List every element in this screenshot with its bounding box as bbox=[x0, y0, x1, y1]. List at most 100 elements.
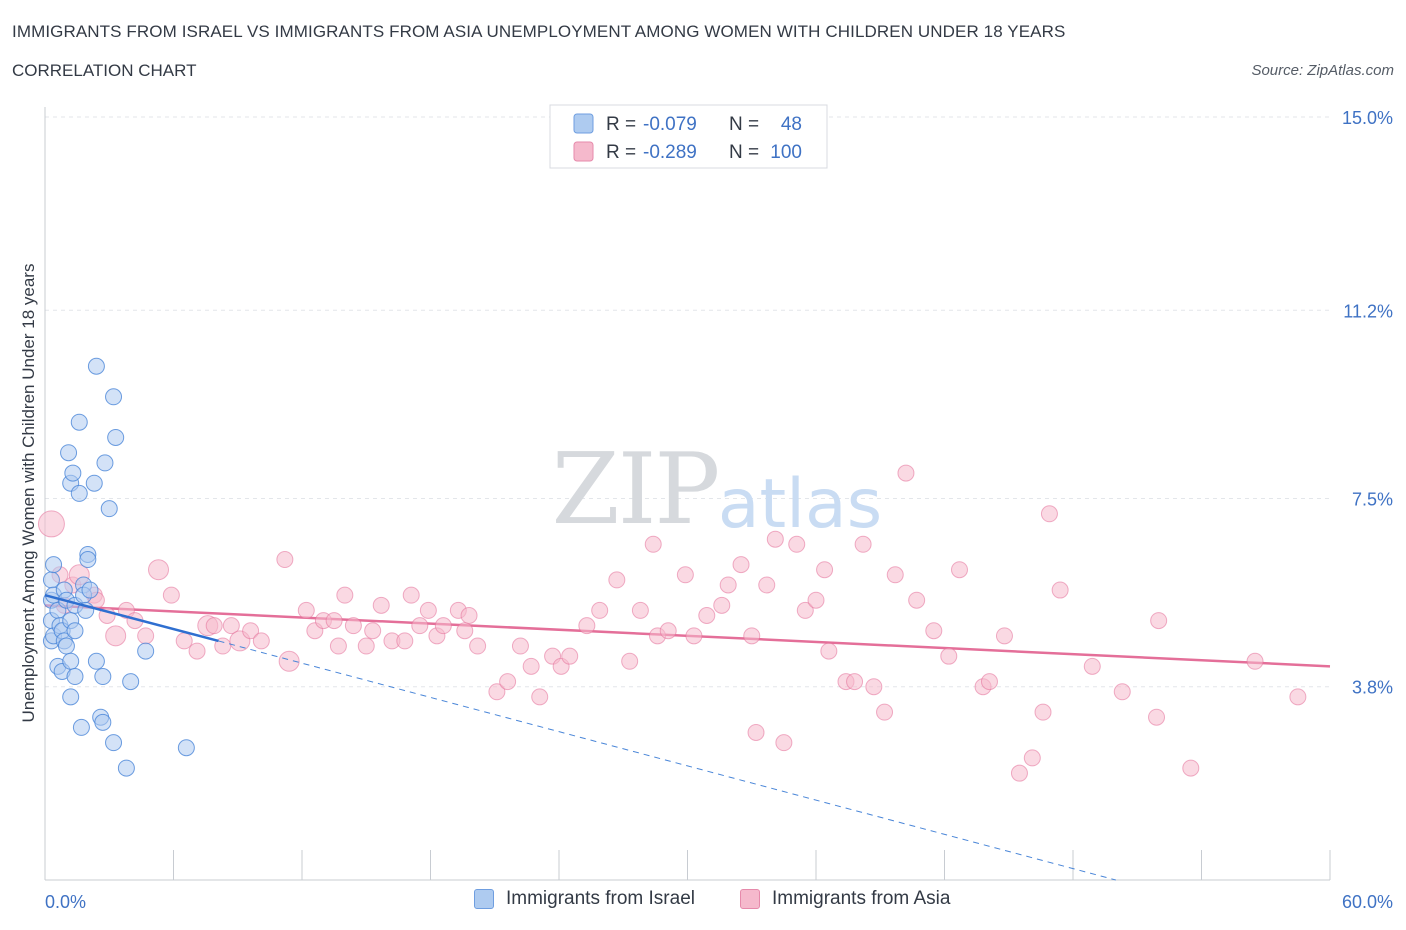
point-israel-40 bbox=[96, 454, 114, 472]
y-tick-label-1: 7.5% bbox=[1352, 490, 1393, 510]
point-asia-80 bbox=[854, 535, 872, 553]
trend-line-israel-extension bbox=[218, 640, 1116, 881]
point-israel-20 bbox=[62, 688, 80, 706]
point-israel-46 bbox=[122, 673, 140, 691]
legend-swatch-asia bbox=[573, 141, 594, 162]
point-asia-38 bbox=[411, 617, 429, 635]
point-asia-87 bbox=[940, 647, 958, 665]
legend-n-label-asia: N = bbox=[729, 142, 759, 163]
y-tick-labels: 3.8% 7.5% 11.2% 15.0% bbox=[1342, 108, 1393, 698]
point-israel-35 bbox=[87, 652, 105, 670]
point-asia-70 bbox=[758, 576, 776, 594]
point-asia-64 bbox=[698, 606, 716, 624]
point-asia-76 bbox=[816, 561, 834, 579]
y-axis-label: Unemployment Among Women with Children U… bbox=[19, 264, 38, 723]
point-asia-68 bbox=[743, 627, 761, 645]
chart-subtitle: CORRELATION CHART bbox=[12, 61, 197, 80]
point-asia-73 bbox=[788, 535, 806, 553]
point-israel-33 bbox=[81, 581, 99, 599]
point-israel-23 bbox=[66, 668, 84, 686]
point-asia-34 bbox=[372, 596, 390, 614]
point-asia-57 bbox=[621, 652, 639, 670]
point-asia-22 bbox=[252, 632, 270, 650]
point-israel-45 bbox=[117, 759, 135, 777]
point-asia-95 bbox=[1040, 505, 1058, 523]
legend-box bbox=[549, 104, 828, 169]
point-asia-91 bbox=[995, 627, 1013, 645]
point-asia-47 bbox=[499, 673, 517, 691]
point-asia-85 bbox=[908, 591, 926, 609]
point-israel-42 bbox=[105, 388, 123, 406]
series-legend-israel: Immigrants from Israel bbox=[474, 888, 695, 910]
x-tick-label-1: 60.0% bbox=[1342, 892, 1393, 912]
point-asia-61 bbox=[659, 622, 677, 640]
point-asia-59 bbox=[644, 535, 662, 553]
point-asia-62 bbox=[676, 566, 694, 584]
point-israel-15 bbox=[57, 637, 75, 655]
point-asia-83 bbox=[886, 566, 904, 584]
point-asia-25 bbox=[297, 601, 315, 619]
trend-israel bbox=[44, 593, 1116, 881]
series-legend: Immigrants from Israel Immigrants from A… bbox=[0, 888, 1406, 918]
point-asia-71 bbox=[766, 530, 784, 548]
point-asia-46 bbox=[488, 683, 506, 701]
point-asia-69 bbox=[747, 723, 765, 741]
point-asia-54 bbox=[578, 617, 596, 635]
point-asia-41 bbox=[434, 617, 452, 635]
point-asia-79 bbox=[846, 673, 864, 691]
point-israel-44 bbox=[107, 428, 125, 446]
watermark: ZIP atlas bbox=[552, 433, 883, 547]
point-asia-98 bbox=[1113, 683, 1131, 701]
point-asia-63 bbox=[685, 627, 703, 645]
point-asia-103 bbox=[1289, 688, 1307, 706]
point-asia-101 bbox=[1182, 759, 1200, 777]
point-israel-43 bbox=[105, 734, 123, 752]
point-israel-24 bbox=[66, 622, 84, 640]
point-asia-99 bbox=[1148, 708, 1166, 726]
y-tick-label-2: 11.2% bbox=[1343, 301, 1393, 321]
point-asia-93 bbox=[1023, 749, 1041, 767]
stats-legend: R = -0.079 N = 48 R = -0.289 N = 100 bbox=[549, 104, 828, 169]
point-asia-86 bbox=[925, 622, 943, 640]
point-asia-58 bbox=[631, 601, 649, 619]
point-asia-39 bbox=[419, 601, 437, 619]
point-asia-37 bbox=[402, 586, 420, 604]
point-asia-96 bbox=[1051, 581, 1069, 599]
point-israel-32 bbox=[79, 551, 97, 569]
point-asia-102 bbox=[1246, 652, 1264, 670]
point-asia-72 bbox=[775, 734, 793, 752]
y-tick-label-3: 15.0% bbox=[1342, 108, 1393, 128]
point-asia-21 bbox=[242, 622, 260, 640]
point-asia-50 bbox=[531, 688, 549, 706]
point-israel-4 bbox=[45, 556, 63, 574]
series-legend-asia: Immigrants from Asia bbox=[740, 888, 950, 910]
points-israel bbox=[42, 357, 195, 777]
point-asia-12 bbox=[148, 559, 170, 581]
point-asia-32 bbox=[357, 637, 375, 655]
point-asia-44 bbox=[460, 606, 478, 624]
point-asia-15 bbox=[188, 642, 206, 660]
points-asia bbox=[37, 464, 1307, 782]
watermark-atlas: atlas bbox=[718, 465, 882, 544]
point-israel-36 bbox=[87, 357, 105, 375]
point-israel-38 bbox=[94, 713, 112, 731]
point-asia-66 bbox=[719, 576, 737, 594]
trend-line-israel bbox=[44, 593, 219, 643]
y-tick-label-0: 3.8% bbox=[1352, 678, 1393, 698]
point-asia-8 bbox=[105, 625, 127, 647]
legend-n-value-israel: 48 bbox=[781, 114, 802, 135]
point-asia-82 bbox=[876, 703, 894, 721]
point-asia-48 bbox=[511, 637, 529, 655]
point-asia-55 bbox=[591, 601, 609, 619]
point-israel-27 bbox=[72, 718, 90, 736]
legend-r-label-asia: R = bbox=[606, 142, 636, 163]
watermark-zip: ZIP bbox=[552, 433, 719, 547]
point-asia-67 bbox=[732, 556, 750, 574]
point-asia-43 bbox=[456, 622, 474, 640]
gridlines bbox=[45, 116, 1330, 688]
point-israel-41 bbox=[100, 500, 118, 518]
point-asia-17 bbox=[205, 617, 223, 635]
point-asia-49 bbox=[522, 657, 540, 675]
point-asia-28 bbox=[325, 612, 343, 630]
